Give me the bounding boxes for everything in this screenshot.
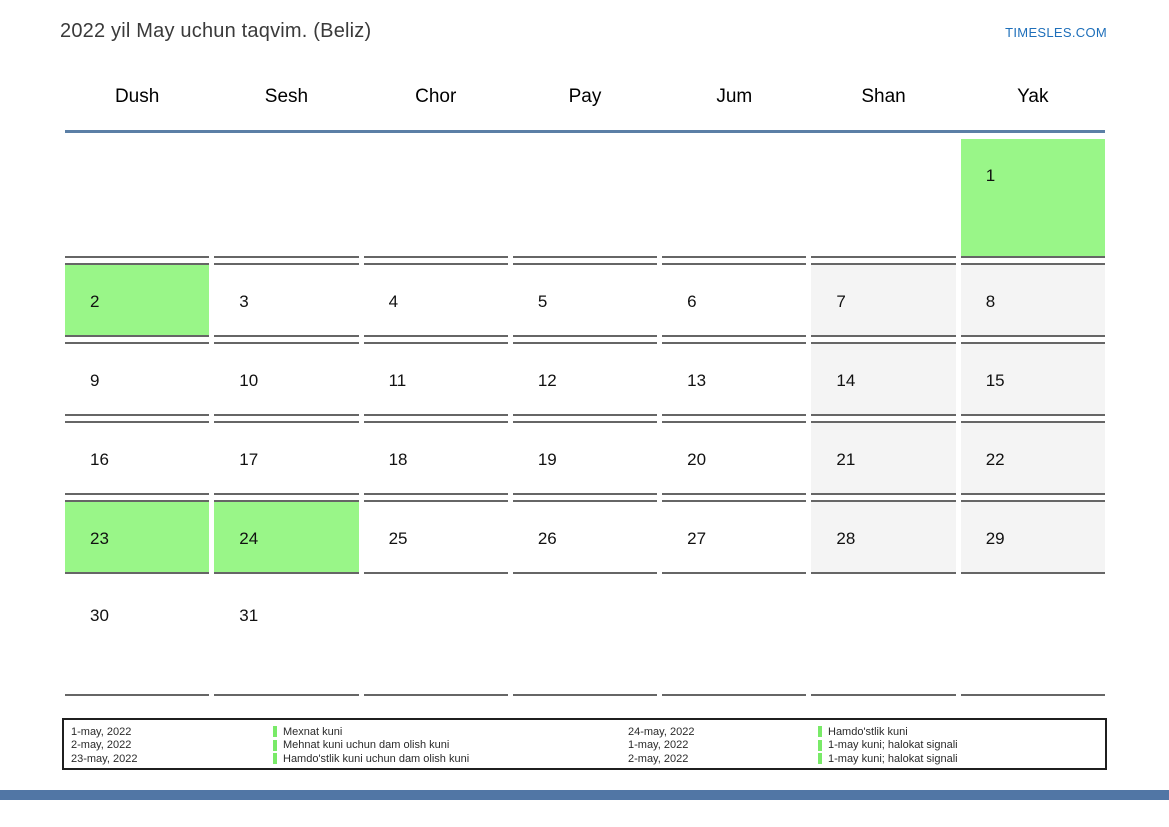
day-cell-empty — [214, 139, 359, 258]
day-cell-12: 12 — [512, 342, 658, 416]
legend-marker-icon — [273, 726, 277, 738]
day-cell-22: 22 — [960, 421, 1105, 495]
day-cell-11: 11 — [363, 342, 508, 416]
day-cell-5: 5 — [512, 263, 658, 337]
legend-label: Mehnat kuni uchun dam olish kuni — [283, 739, 450, 752]
day-cell-empty — [65, 139, 210, 258]
legend-label: Mexnat kuni — [283, 725, 343, 738]
legend-entry: Mehnat kuni uchun dam olish kuni — [273, 739, 628, 753]
legend-label: Hamdo'stlik kuni uchun dam olish kuni — [283, 752, 470, 765]
day-cell-1: 1 — [960, 139, 1105, 258]
weekday-label-yak: Yak — [1017, 86, 1049, 107]
weekday-label-dush: Dush — [114, 86, 160, 107]
day-cell-25: 25 — [363, 500, 508, 574]
legend-label: 1-may kuni; halokat signali — [828, 739, 958, 752]
day-cell-16: 16 — [65, 421, 210, 495]
legend-date: 2-may, 2022 — [71, 739, 132, 752]
day-cell-empty — [811, 579, 956, 696]
day-cell-20: 20 — [662, 421, 807, 495]
day-cell-empty — [662, 579, 807, 696]
legend-label: Hamdo'stlik kuni — [828, 725, 908, 738]
day-cell-26: 26 — [512, 500, 658, 574]
day-cell-empty — [363, 579, 508, 696]
legend-box: 1-may, 2022 2-may, 2022 23-may, 2022 Mexna… — [62, 718, 1107, 770]
day-cell-27: 27 — [662, 500, 807, 574]
timesles-site-link[interactable]: TIMESLES.COM — [1005, 25, 1107, 40]
legend-date: 23-may, 2022 — [71, 752, 138, 765]
weekday-label-shan: Shan — [861, 86, 906, 107]
day-cell-empty — [512, 139, 658, 258]
legend-entry: Hamdo'stlik kuni — [818, 725, 1105, 739]
day-cell-empty — [960, 579, 1105, 696]
day-cell-23: 23 — [65, 500, 210, 574]
day-cell-10: 10 — [214, 342, 359, 416]
weekday-label-jum: Jum — [716, 86, 753, 107]
day-cell-2: 2 — [65, 263, 210, 337]
day-cell-31: 31 — [214, 579, 359, 696]
day-cell-7: 7 — [811, 263, 956, 337]
day-cell-14: 14 — [811, 342, 956, 416]
legend-label: 1-may kuni; halokat signali — [828, 752, 958, 765]
day-cell-17: 17 — [214, 421, 359, 495]
footer-bar — [0, 790, 1169, 800]
weekday-label-chor: Chor — [415, 86, 457, 107]
legend-marker-icon — [818, 739, 822, 751]
weekday-header-row: Dush Sesh Chor Pay Jum Shan Yak — [65, 86, 1105, 108]
legend-labels-left: Mexnat kuni Mehnat kuni uchun dam olish k… — [273, 725, 628, 766]
day-cell-29: 29 — [960, 500, 1105, 574]
header-separator-line — [65, 130, 1105, 133]
day-cell-8: 8 — [960, 263, 1105, 337]
page-title: 2022 yil May uchun taqvim. (Beliz) — [60, 20, 372, 42]
day-cell-3: 3 — [214, 263, 359, 337]
calendar-grid: 1 2 3 4 5 6 7 8 9 10 11 12 13 14 15 16 17 18 19 20 21 22 23 24 2… — [65, 139, 1105, 696]
day-cell-21: 21 — [811, 421, 956, 495]
weekday-label-sesh: Sesh — [264, 86, 309, 107]
day-cell-6: 6 — [662, 263, 807, 337]
day-cell-30: 30 — [65, 579, 210, 696]
legend-dates-right: 24-may, 2022 1-may, 2022 2-may, 2022 — [628, 725, 818, 766]
day-cell-4: 4 — [363, 263, 508, 337]
legend-entry: Hamdo'stlik kuni uchun dam olish kuni — [273, 752, 628, 766]
day-cell-empty — [512, 579, 658, 696]
day-cell-19: 19 — [512, 421, 658, 495]
legend-date: 1-may, 2022 — [628, 739, 689, 752]
legend-marker-icon — [818, 726, 822, 738]
day-cell-18: 18 — [363, 421, 508, 495]
day-cell-15: 15 — [960, 342, 1105, 416]
legend-date: 2-may, 2022 — [628, 752, 689, 765]
legend-marker-icon — [273, 753, 277, 765]
legend-marker-icon — [818, 753, 822, 765]
weekday-label-pay: Pay — [568, 86, 602, 107]
legend-entry: Mexnat kuni — [273, 725, 628, 739]
day-cell-9: 9 — [65, 342, 210, 416]
legend-dates-left: 1-may, 2022 2-may, 2022 23-may, 2022 — [64, 725, 273, 766]
legend-marker-icon — [273, 739, 277, 751]
legend-date: 24-may, 2022 — [628, 725, 695, 738]
day-cell-24: 24 — [214, 500, 359, 574]
legend-labels-right: Hamdo'stlik kuni 1-may kuni; halokat sign… — [818, 725, 1105, 766]
legend-entry: 1-may kuni; halokat signali — [818, 739, 1105, 753]
day-cell-empty — [363, 139, 508, 258]
legend-entry: 1-may kuni; halokat signali — [818, 752, 1105, 766]
day-cell-empty — [811, 139, 956, 258]
day-cell-13: 13 — [662, 342, 807, 416]
day-cell-28: 28 — [811, 500, 956, 574]
legend-date: 1-may, 2022 — [71, 725, 132, 738]
day-cell-empty — [662, 139, 807, 258]
